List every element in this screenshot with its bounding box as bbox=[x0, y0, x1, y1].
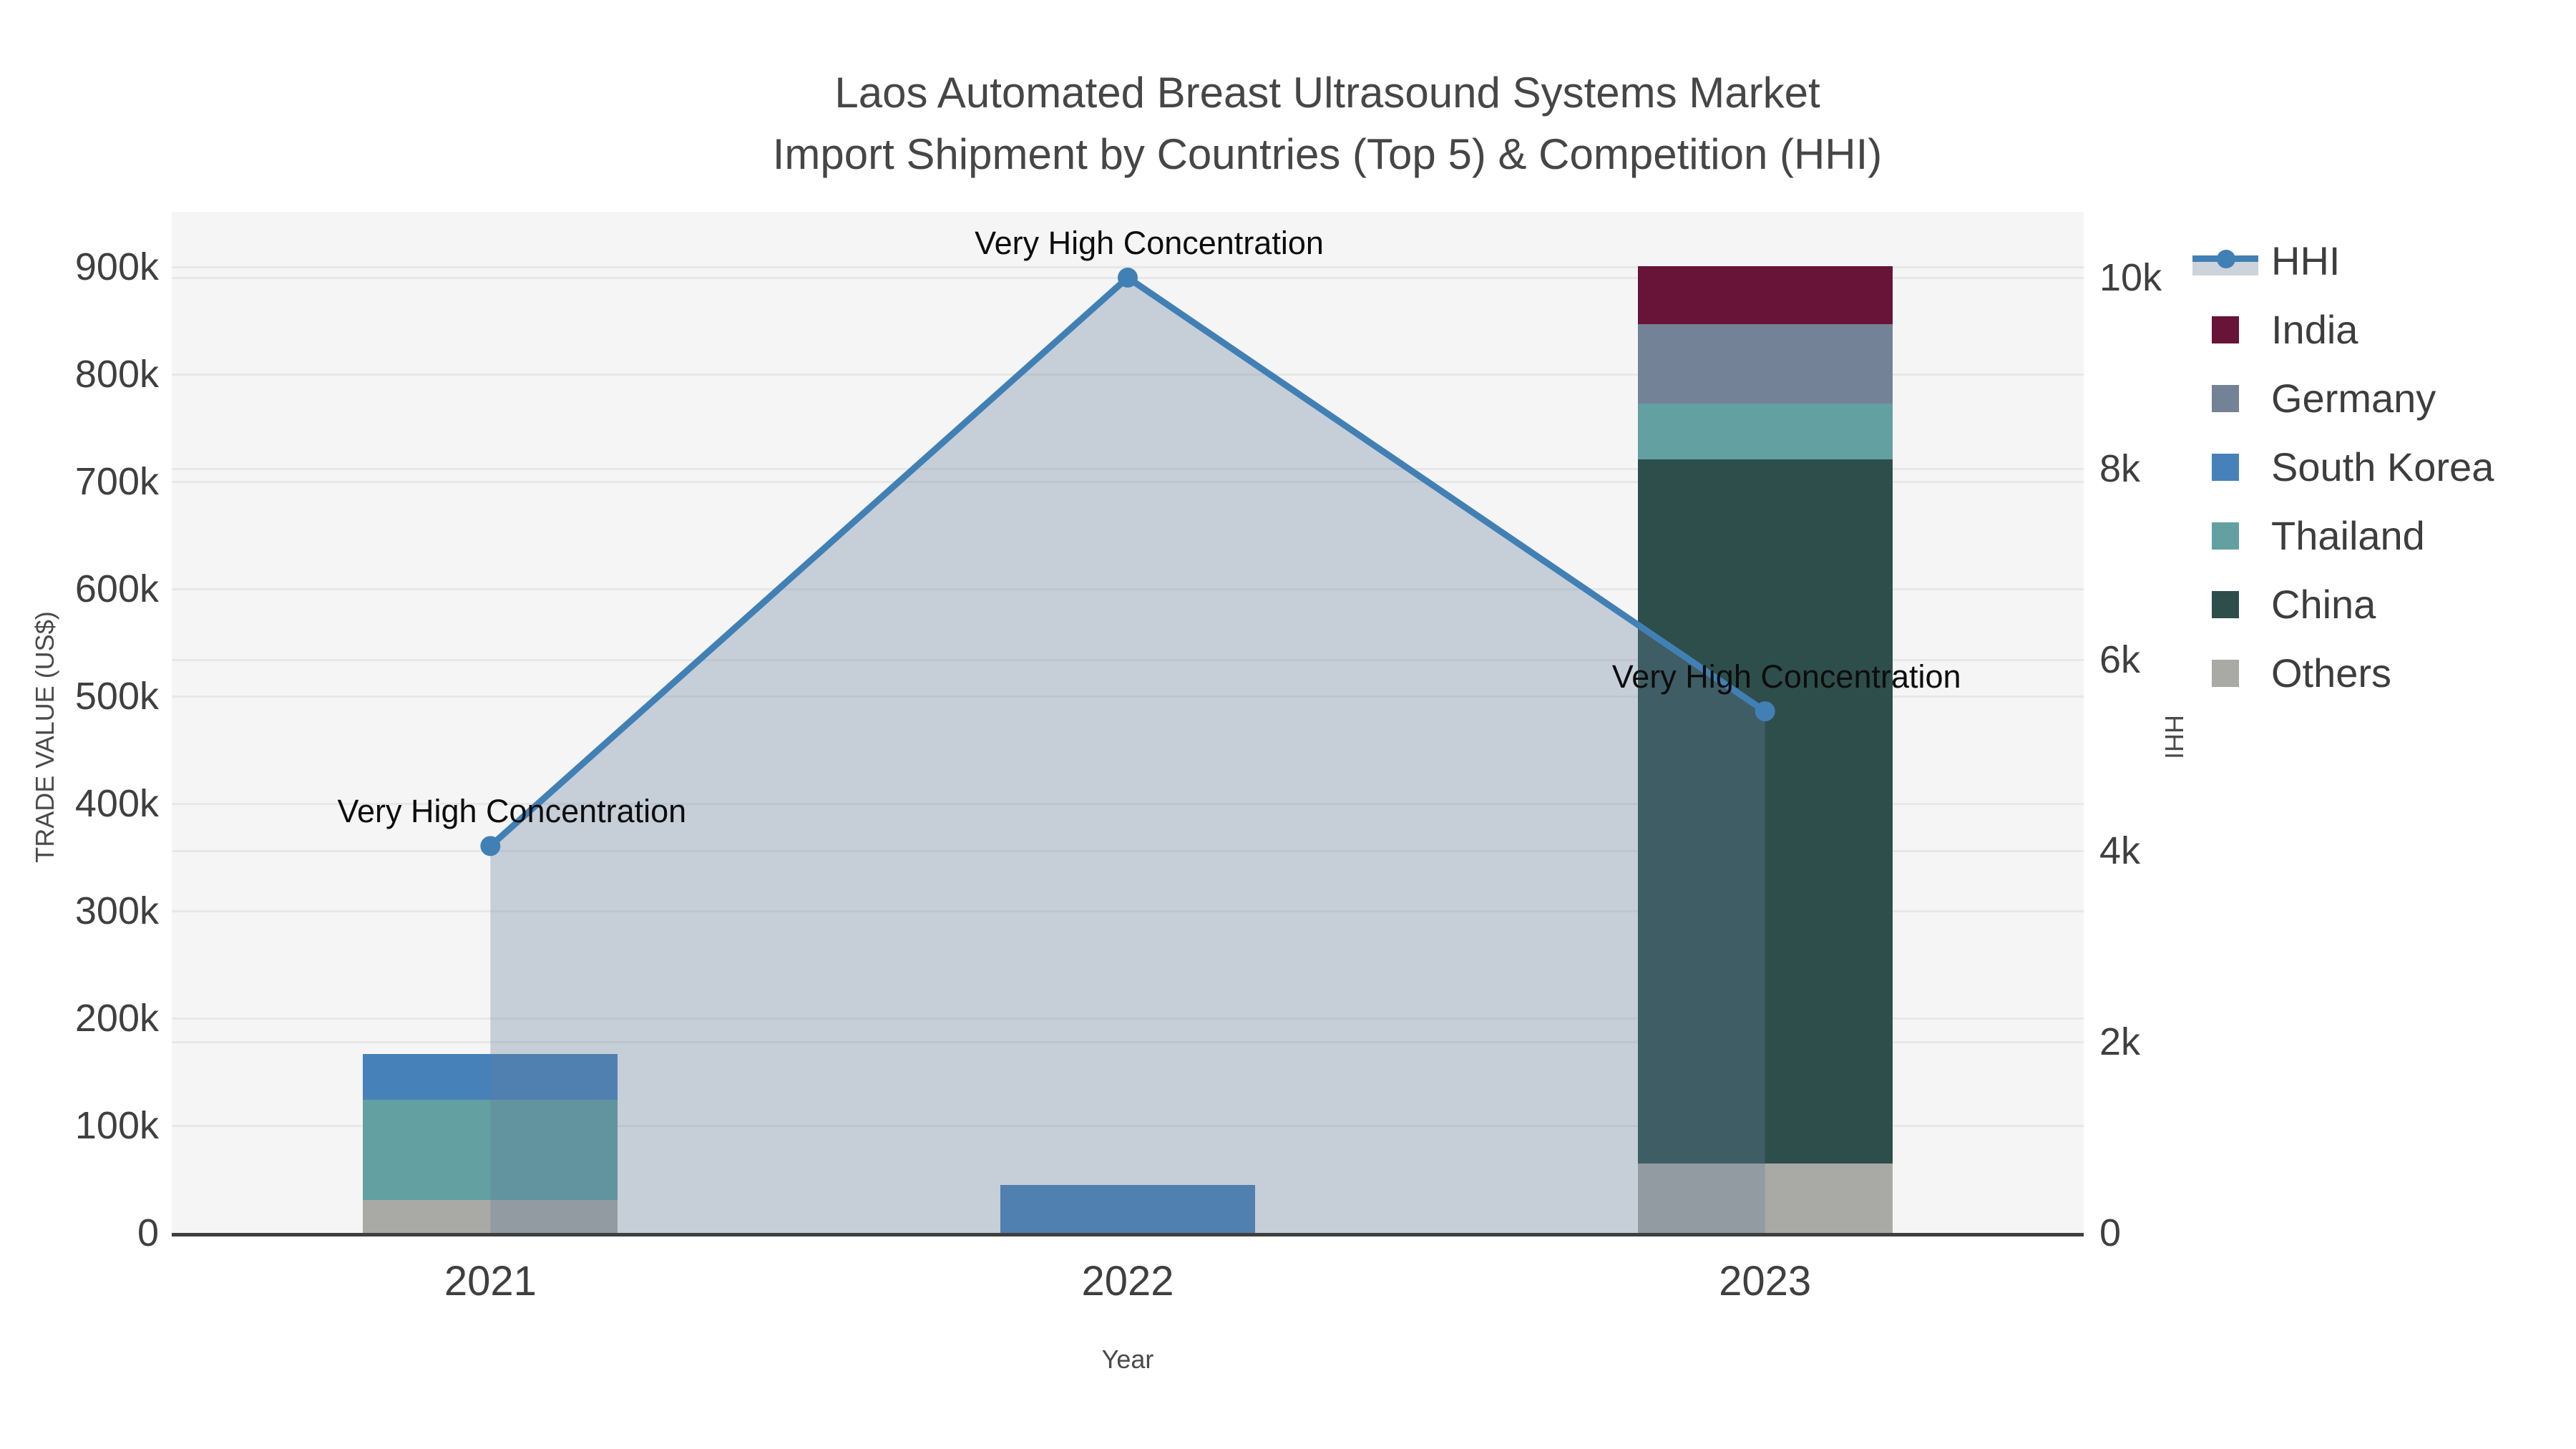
bar-segment-india-2023[interactable] bbox=[1637, 265, 1893, 324]
gridline-right bbox=[172, 658, 2084, 661]
y-right-tick-label: 10k bbox=[2099, 256, 2162, 299]
hhi-marker-2021[interactable] bbox=[480, 836, 501, 857]
bar-segment-germany-2023[interactable] bbox=[1637, 323, 1893, 404]
bar-segment-others-2021[interactable] bbox=[363, 1199, 618, 1233]
chart-title-line2: Import Shipment by Countries (Top 5) & C… bbox=[772, 130, 1883, 178]
gridline-left bbox=[172, 587, 2084, 590]
hhi-line-sample-icon bbox=[2192, 245, 2258, 277]
gridline-left bbox=[172, 909, 2084, 912]
legend-label: China bbox=[2271, 582, 2376, 627]
bar-segment-china-2023[interactable] bbox=[1637, 459, 1893, 1163]
y-left-tick-label: 800k bbox=[74, 353, 159, 396]
y-left-tick-label: 700k bbox=[74, 460, 159, 503]
hhi-marker-2023[interactable] bbox=[1755, 701, 1775, 722]
y-left-tick-label: 900k bbox=[74, 245, 159, 288]
y-right-tick-label: 8k bbox=[2099, 447, 2141, 490]
legend-label: Thailand bbox=[2271, 513, 2425, 558]
gridline-left bbox=[172, 802, 2084, 805]
legend-item-thailand[interactable]: Thailand bbox=[2192, 502, 2494, 570]
x-axis-title: Year bbox=[1101, 1345, 1154, 1374]
gridline-left bbox=[172, 1124, 2084, 1127]
y-right-tick-label: 6k bbox=[2099, 638, 2141, 681]
hhi-area-fill bbox=[490, 278, 1765, 1233]
y-left-tick-label: 600k bbox=[74, 567, 159, 610]
chart-title-line1: Laos Automated Breast Ultrasound Systems… bbox=[834, 69, 1820, 117]
y-right-tick-label: 0 bbox=[2099, 1211, 2122, 1254]
bar-segment-thailand-2023[interactable] bbox=[1637, 403, 1893, 459]
legend-label: Germany bbox=[2271, 376, 2436, 421]
y-left-tick-label: 200k bbox=[74, 997, 159, 1040]
gridline-right bbox=[172, 1040, 2084, 1043]
legend-item-china[interactable]: China bbox=[2192, 570, 2494, 639]
legend-label: HHI bbox=[2271, 238, 2341, 283]
legend-swatch-germany bbox=[2212, 385, 2239, 412]
gridline-left bbox=[172, 695, 2084, 698]
legend-item-south-korea[interactable]: South Korea bbox=[2192, 433, 2494, 502]
y-right-tick-label: 2k bbox=[2099, 1020, 2141, 1063]
gridline-left bbox=[172, 373, 2084, 376]
y-left-tick-label: 500k bbox=[74, 675, 159, 718]
x-tick-label-2021: 2021 bbox=[444, 1258, 537, 1304]
hhi-marker-2022[interactable] bbox=[1118, 268, 1138, 288]
legend-label: South Korea bbox=[2271, 444, 2494, 489]
legend-swatch-india bbox=[2212, 316, 2239, 343]
y-left-tick-label: 0 bbox=[137, 1211, 159, 1254]
legend-item-hhi[interactable]: HHI bbox=[2192, 227, 2494, 296]
legend-label: Others bbox=[2271, 650, 2392, 696]
bar-segment-thailand-2021[interactable] bbox=[363, 1100, 618, 1200]
y-left-tick-label: 100k bbox=[74, 1104, 159, 1147]
bar-segment-south-korea-2022[interactable] bbox=[1000, 1184, 1255, 1233]
y-left-axis-title: TRADE VALUE (US$) bbox=[30, 611, 59, 863]
y-left-tick-label: 300k bbox=[74, 889, 159, 932]
legend-swatch-others bbox=[2212, 660, 2239, 687]
legend-label: India bbox=[2271, 307, 2358, 352]
gridline-right bbox=[172, 467, 2084, 470]
x-tick-label-2022: 2022 bbox=[1081, 1258, 1174, 1304]
gridline-right bbox=[172, 849, 2084, 852]
hhi-overlay bbox=[480, 268, 1775, 1233]
x-tick-label-2023: 2023 bbox=[1719, 1258, 1812, 1304]
bar-segment-south-korea-2021[interactable] bbox=[363, 1053, 618, 1100]
legend-swatch-south-korea bbox=[2212, 454, 2239, 481]
gridline-left bbox=[172, 265, 2084, 268]
annotation-2022: Very High Concentration bbox=[975, 225, 1324, 261]
gridline-left bbox=[172, 1017, 2084, 1020]
legend-swatch-thailand bbox=[2212, 522, 2239, 550]
annotation-2023: Very High Concentration bbox=[1611, 658, 1961, 696]
legend: HHI India Germany South Korea Thailand China O… bbox=[2192, 227, 2494, 708]
y-right-tick-label: 4k bbox=[2099, 829, 2141, 872]
gridline-left bbox=[172, 480, 2084, 483]
bar-segment-others-2023[interactable] bbox=[1637, 1163, 1893, 1233]
legend-item-india[interactable]: India bbox=[2192, 296, 2494, 364]
plot-area bbox=[172, 212, 2084, 1236]
legend-item-others[interactable]: Others bbox=[2192, 639, 2494, 708]
legend-item-germany[interactable]: Germany bbox=[2192, 364, 2494, 433]
annotation-2021: Very High Concentration bbox=[337, 793, 687, 830]
y-right-axis-title: HHI bbox=[2160, 715, 2189, 759]
legend-swatch-china bbox=[2212, 591, 2239, 618]
y-left-tick-label: 400k bbox=[74, 782, 159, 825]
